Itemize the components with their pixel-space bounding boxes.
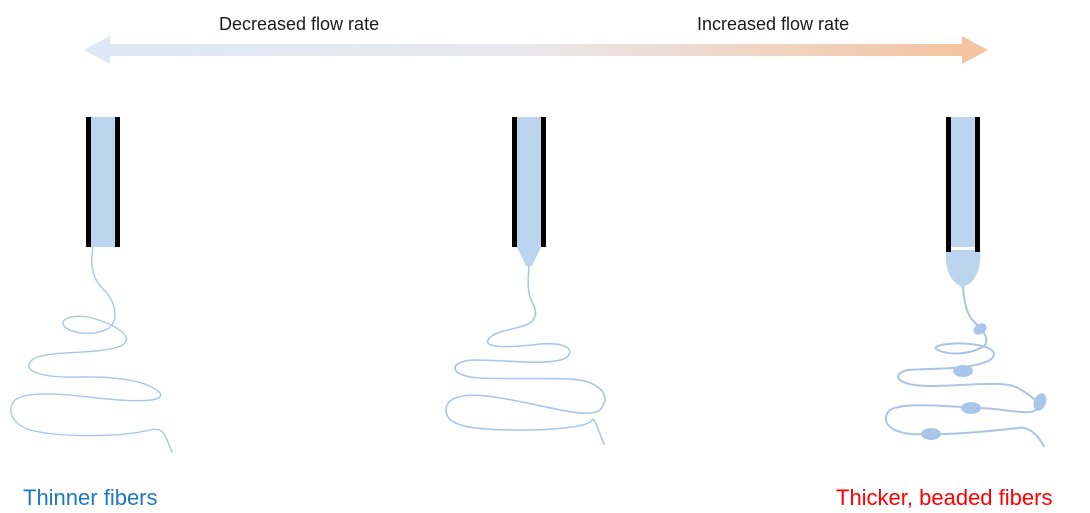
flow-rate-arrow	[84, 36, 988, 64]
arrow-head-left	[84, 36, 110, 64]
fiber-beads	[921, 323, 1047, 440]
arrow-head-right	[962, 36, 988, 64]
bead	[961, 402, 981, 414]
thin-fiber-jet	[10, 247, 173, 453]
needle-medium-flow	[512, 117, 546, 266]
needle-fluid	[516, 117, 542, 247]
needle-wall-right	[541, 117, 546, 247]
medium-fiber-jet	[445, 265, 606, 445]
thicker-beaded-fibers-caption: Thicker, beaded fibers	[836, 485, 1053, 510]
bead	[921, 428, 941, 440]
needle-fluid	[90, 117, 116, 247]
bead	[1033, 393, 1047, 411]
decreased-flow-rate-label: Decreased flow rate	[219, 14, 380, 34]
meniscus	[90, 242, 116, 247]
needle-fluid	[950, 117, 976, 247]
thinner-fibers-caption: Thinner fibers	[23, 485, 158, 510]
needle-high-flow	[945, 117, 981, 287]
bead	[953, 365, 973, 377]
increased-flow-rate-label: Increased flow rate	[697, 14, 850, 34]
arrow-shaft	[108, 44, 964, 56]
bead	[973, 323, 987, 335]
needle-wall-right	[975, 117, 980, 252]
needle-low-flow	[86, 117, 120, 247]
needle-wall-left	[512, 117, 517, 247]
beaded-fiber-jet	[884, 286, 1045, 447]
needle-wall-left	[946, 117, 951, 252]
needle-wall-right	[115, 117, 120, 247]
needle-wall-left	[86, 117, 91, 247]
taylor-cone	[516, 245, 542, 266]
droplet	[945, 250, 981, 287]
